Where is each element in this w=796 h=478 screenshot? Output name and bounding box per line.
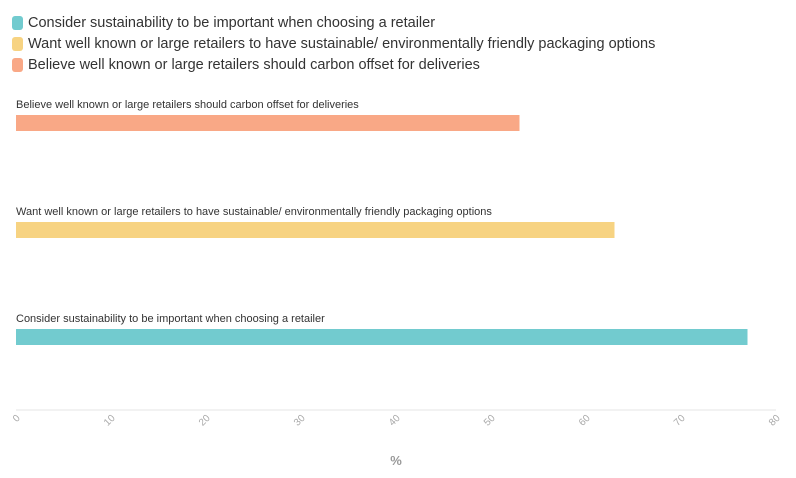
legend-item-carbon-offset[interactable]: Believe well known or large retailers sh… [12, 54, 655, 75]
x-tick-label: 70 [672, 413, 688, 429]
legend-swatch [12, 57, 23, 72]
legend-swatch [12, 15, 23, 30]
legend-item-packaging[interactable]: Want well known or large retailers to ha… [12, 33, 655, 54]
x-tick-label: 60 [577, 413, 593, 429]
x-tick-label: 30 [292, 413, 308, 429]
x-tick-label: 50 [482, 413, 498, 429]
x-axis-ticks: 0 10 20 30 40 50 60 70 80 [11, 413, 783, 429]
bar-label: Believe well known or large retailers sh… [16, 99, 359, 111]
legend-label: Believe well known or large retailers sh… [28, 56, 480, 73]
bar[interactable] [16, 329, 748, 345]
bar-label: Consider sustainability to be important … [16, 313, 325, 325]
legend-label: Want well known or large retailers to ha… [28, 35, 656, 52]
x-tick-label: 40 [387, 413, 403, 429]
x-tick-label: 20 [197, 413, 213, 429]
legend-swatch [12, 36, 23, 51]
bar-label: Want well known or large retailers to ha… [16, 206, 492, 218]
x-tick-label: 10 [102, 413, 118, 429]
chart-legend: Consider sustainability to be important … [12, 12, 655, 75]
bar[interactable] [16, 115, 520, 131]
legend-item-sustainability[interactable]: Consider sustainability to be important … [12, 12, 655, 33]
bars-layer: Believe well known or large retailers sh… [16, 99, 748, 345]
bar[interactable] [16, 222, 615, 238]
legend-label: Consider sustainability to be important … [28, 14, 436, 31]
x-tick-label: 0 [11, 413, 23, 425]
x-tick-label: 80 [767, 413, 783, 429]
x-axis-title: % [390, 453, 402, 468]
